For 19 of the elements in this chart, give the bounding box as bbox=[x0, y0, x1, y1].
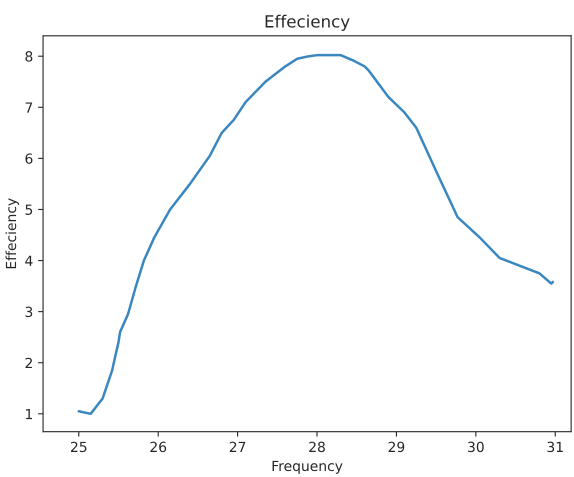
y-tick-label: 7 bbox=[26, 102, 32, 113]
x-tick-label: 31 bbox=[547, 442, 563, 452]
x-tick-label: 27 bbox=[230, 442, 246, 452]
x-tick-label: 25 bbox=[70, 442, 86, 452]
y-tick-label: 6 bbox=[25, 153, 32, 164]
x-tick-label: 30 bbox=[468, 442, 484, 452]
y-tick-label: 4 bbox=[25, 256, 33, 266]
y-tick-label: 5 bbox=[26, 204, 32, 215]
y-axis-title: Effeciency bbox=[5, 198, 19, 268]
chart-title: Effeciency bbox=[266, 14, 350, 31]
y-tick-label: 2 bbox=[26, 358, 32, 368]
y-tick-label: 1 bbox=[26, 408, 32, 420]
y-tick-label: 3 bbox=[26, 306, 32, 318]
x-axis-title: Frequency bbox=[272, 460, 343, 474]
x-tick-label: 26 bbox=[150, 442, 166, 452]
x-tick-label: 29 bbox=[388, 442, 404, 452]
x-tick-label: 28 bbox=[309, 442, 325, 452]
y-tick-label: 8 bbox=[25, 51, 32, 62]
line-series bbox=[78, 54, 554, 416]
